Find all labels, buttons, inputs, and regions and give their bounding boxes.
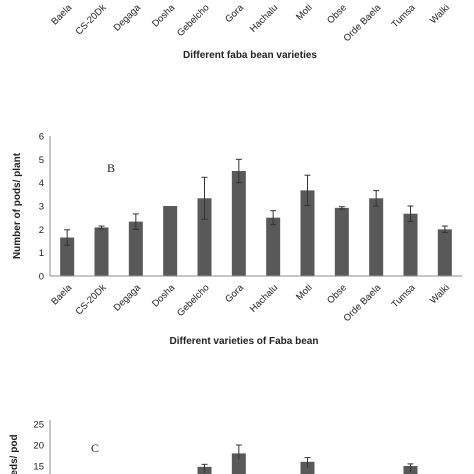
panel-b-error-bar-baela: [64, 229, 71, 246]
panel-c-y-tick-20: 20: [33, 441, 44, 452]
panel-b-bar-moti: [300, 190, 315, 276]
panel-c-bar-gora: [231, 453, 246, 474]
panel-b-x-tick-tumsa: Tumsa: [390, 282, 419, 311]
panel-b-y-tick-6: 6: [39, 132, 44, 143]
panel-c-error-bar-gebelcho: [201, 463, 208, 473]
panel-c-y-tick-15: 15: [33, 462, 44, 473]
panel-b-bar-hachalu: [266, 217, 281, 276]
panel-c-y-tick-labels: 15 20 25: [33, 420, 44, 473]
panel-b-x-tick-baela: Baela: [49, 282, 74, 307]
panel-a-x-tick-hachalu: Hachalu: [248, 2, 280, 34]
panel-c: 15 20 25 C eds/ pod: [9, 420, 418, 474]
panel-b-error-bar-obse: [338, 206, 345, 210]
panel-b-y-tick-2: 2: [39, 225, 44, 236]
panel-a-x-tick-gebelcho: Gebelcho: [175, 2, 212, 39]
panel-b-bar-gebelcho: [197, 198, 212, 276]
panel-b-y-tick-5: 5: [39, 155, 44, 166]
panel-b-error-bar-hachalu: [270, 210, 277, 226]
panel-b-error-bars: [64, 158, 448, 246]
panel-c-error-bar-moti: [304, 457, 311, 468]
panel-a-x-tick-gora: Gora: [223, 2, 246, 25]
panel-b-bar-orde-baela: [369, 198, 384, 276]
panel-b-x-tick-hachalu: Hachalu: [248, 282, 280, 314]
panel-b-y-tick-3: 3: [39, 202, 44, 213]
panel-b-x-tick-gora: Gora: [223, 282, 246, 305]
panel-b-y-tick-labels: 0 1 2 3 4 5 6: [39, 132, 44, 283]
panel-b-bar-obse: [334, 207, 349, 276]
panel-b-x-tick-walki: Walki: [428, 282, 452, 306]
panel-b-letter: B: [107, 161, 115, 175]
panel-b-error-bar-walki: [441, 225, 448, 234]
panel-b-x-tick-cs-20dk: CS-20Dk: [74, 282, 109, 317]
panel-a-x-axis-title: Different faba bean varieties: [183, 50, 317, 61]
panel-c-error-bar-gora: [235, 444, 242, 460]
panel-a-x-tick-tumsa: Tumsa: [390, 2, 419, 31]
panel-a-x-tick-baela: Baela: [49, 2, 74, 27]
panel-b-y-axis-title: Number of pods/ plant: [12, 152, 23, 259]
panel-c-y-axis-title-fragment: eds/ pod: [9, 434, 20, 474]
panel-b-y-tick-1: 1: [39, 248, 44, 259]
panel-a-x-tick-dosha: Dosha: [150, 2, 178, 30]
panel-c-letter: C: [91, 441, 99, 455]
panel-b-bar-tumsa: [403, 213, 418, 276]
panel-a-x-tick-obse: Obse: [325, 2, 349, 26]
panel-c-bar-moti: [300, 461, 315, 474]
panel-b-x-tick-degaga: Degaga: [112, 282, 144, 314]
panel-b-x-tick-obse: Obse: [325, 282, 349, 306]
panel-a-x-tick-walki: Walki: [428, 2, 452, 26]
panel-b-error-bar-gebelcho: [201, 176, 208, 220]
panel-b-error-bar-degaga: [132, 213, 139, 230]
panel-a-x-tick-moti: Moti: [294, 2, 314, 22]
panel-b-error-bar-moti: [304, 174, 311, 207]
panel-b-error-bar-orde-baela: [373, 190, 380, 207]
panel-a-x-tick-orde-baela: Orde Baela: [342, 2, 384, 44]
panel-b-error-bar-gora: [235, 158, 242, 184]
panel-a-x-tick-cs-20dk: CS-20Dk: [74, 2, 109, 37]
panel-c-bars: [197, 444, 418, 474]
panel-c-y-tick-25: 25: [33, 420, 44, 431]
panel-b-y-tick-0: 0: [39, 272, 44, 283]
panel-c-error-bar-tumsa: [407, 463, 414, 472]
panel-b-x-tick-dosha: Dosha: [150, 282, 178, 310]
panel-b-bar-gora: [231, 171, 246, 276]
panel-b-bar-cs-20dk: [94, 227, 109, 276]
panel-b-bar-dosha: [163, 206, 178, 276]
panel-b-error-bar-tumsa: [407, 205, 414, 222]
panel-a-x-tick-degaga: Degaga: [112, 2, 144, 34]
panel-b-x-axis-title: Different varieties of Faba bean: [170, 336, 319, 347]
panel-b-y-tick-4: 4: [39, 178, 44, 189]
panel-b-bar-baela: [60, 237, 75, 276]
panel-b-x-tick-orde-baela: Orde Baela: [342, 282, 384, 324]
panel-b-error-bar-cs-20dk: [98, 225, 105, 230]
panel-b-x-tick-gebelcho: Gebelcho: [175, 282, 212, 319]
panel-b-bar-walki: [437, 229, 452, 276]
panel-b-bars: [60, 171, 452, 276]
panel-b-bar-degaga: [128, 221, 143, 276]
panel-b-x-tick-moti: Moti: [294, 282, 314, 302]
